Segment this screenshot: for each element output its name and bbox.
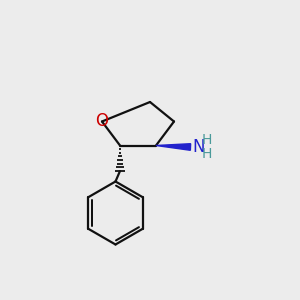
Text: N: N [192,138,205,156]
Text: H: H [202,147,212,160]
Text: H: H [202,134,212,147]
Text: O: O [95,112,108,130]
Polygon shape [156,144,190,150]
